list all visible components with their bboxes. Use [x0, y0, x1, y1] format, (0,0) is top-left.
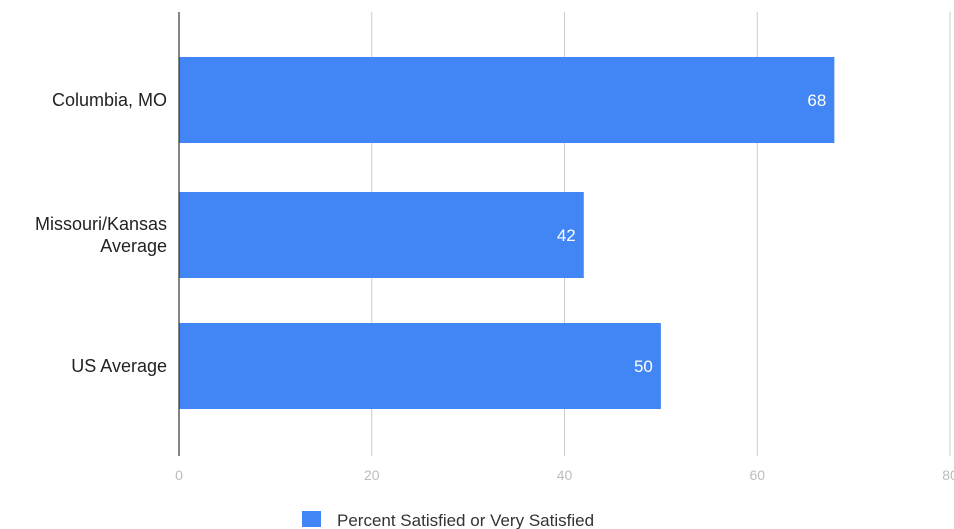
- bar-value-label: 68: [807, 91, 826, 110]
- legend-label: Percent Satisfied or Very Satisfied: [337, 511, 594, 529]
- x-tick-label: 60: [749, 467, 765, 483]
- bar: [179, 323, 661, 409]
- x-tick-label: 20: [364, 467, 380, 483]
- x-tick-label: 80: [942, 467, 954, 483]
- category-label: US Average: [71, 356, 167, 376]
- category-label: Missouri/Kansas: [35, 214, 167, 234]
- category-label: Columbia, MO: [52, 90, 167, 110]
- x-tick-label: 0: [175, 467, 183, 483]
- legend: Percent Satisfied or Very Satisfied: [302, 511, 594, 529]
- x-axis-ticks: 0 20 40 60 80: [175, 467, 954, 483]
- bar: [179, 57, 835, 143]
- bars: 68 42 50: [179, 57, 835, 409]
- bar: [179, 192, 584, 278]
- bar-value-label: 50: [634, 357, 653, 376]
- category-label: Average: [100, 236, 167, 256]
- legend-swatch: [302, 511, 321, 527]
- bar-value-label: 42: [557, 226, 576, 245]
- x-tick-label: 40: [557, 467, 573, 483]
